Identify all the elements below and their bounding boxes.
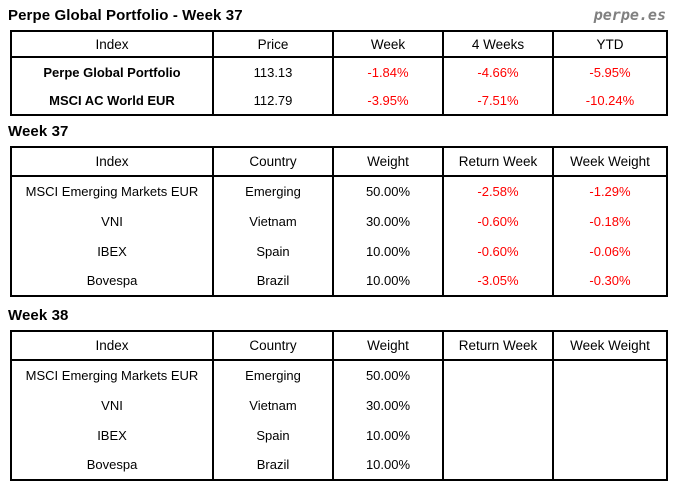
index-cell: MSCI Emerging Markets EUR <box>25 184 199 199</box>
summary-table: Index Price Week 4 Weeks YTD Perpe Globa… <box>10 30 668 116</box>
index-cell: Bovespa <box>86 457 138 472</box>
weight-cell: 10.00% <box>332 266 443 296</box>
return-week-cell <box>442 420 553 450</box>
col-header-country: Country <box>212 331 333 361</box>
week38-table: Index Country Weight Return Week Week We… <box>10 330 668 481</box>
return-week-cell: -3.05% <box>442 266 553 296</box>
4weeks-cell: -4.66% <box>442 57 553 86</box>
col-header-return-week: Return Week <box>442 331 553 361</box>
weight-cell: 10.00% <box>332 420 443 450</box>
week-weight-cell <box>552 390 667 420</box>
table-row: IBEX Spain 10.00% -0.60% -0.06% <box>11 236 667 266</box>
col-header-weight: Weight <box>332 147 443 177</box>
table-row: VNI Vietnam 30.00% -0.60% -0.18% <box>11 206 667 236</box>
country-cell: Spain <box>212 420 333 450</box>
table-row: Bovespa Brazil 10.00% <box>11 450 667 480</box>
table-row: Bovespa Brazil 10.00% -3.05% -0.30% <box>11 266 667 296</box>
col-header-index: Index <box>11 331 213 361</box>
week-weight-cell: -0.18% <box>552 206 667 236</box>
index-cell: Bovespa <box>86 273 138 288</box>
col-header-week-weight: Week Weight <box>552 331 667 361</box>
country-cell: Brazil <box>212 266 333 296</box>
price-cell: 112.79 <box>212 86 333 115</box>
index-cell: VNI <box>101 397 123 413</box>
col-header-4weeks: 4 Weeks <box>442 31 553 58</box>
ytd-cell: -10.24% <box>552 86 667 115</box>
site-logo: perpe.es <box>593 6 666 24</box>
week-cell: -1.84% <box>332 57 443 86</box>
col-header-ytd: YTD <box>552 31 667 58</box>
week38-header-row: Index Country Weight Return Week Week We… <box>11 331 667 361</box>
week-weight-cell: -0.06% <box>552 236 667 266</box>
country-cell: Emerging <box>212 360 333 390</box>
col-header-week-weight: Week Weight <box>552 147 667 177</box>
table-row: Perpe Global Portfolio 113.13 -1.84% -4.… <box>11 57 667 86</box>
col-header-week: Week <box>332 31 443 58</box>
week-cell: -3.95% <box>332 86 443 115</box>
week37-header-row: Index Country Weight Return Week Week We… <box>11 147 667 177</box>
return-week-cell <box>442 390 553 420</box>
return-week-cell: -0.60% <box>442 206 553 236</box>
ytd-cell: -5.95% <box>552 57 667 86</box>
page-title: Perpe Global Portfolio - Week 37 <box>8 7 243 24</box>
country-cell: Vietnam <box>212 206 333 236</box>
week-weight-cell: -1.29% <box>552 176 667 206</box>
week37-table: Index Country Weight Return Week Week We… <box>10 146 668 297</box>
table-row: IBEX Spain 10.00% <box>11 420 667 450</box>
country-cell: Brazil <box>212 450 333 480</box>
col-header-weight: Weight <box>332 331 443 361</box>
table-row: VNI Vietnam 30.00% <box>11 390 667 420</box>
index-cell: VNI <box>101 213 123 229</box>
index-cell: IBEX <box>97 427 127 443</box>
report-header: Perpe Global Portfolio - Week 37 perpe.e… <box>8 6 666 24</box>
index-cell: MSCI Emerging Markets EUR <box>25 368 199 383</box>
price-cell: 113.13 <box>212 57 333 86</box>
report-page: Perpe Global Portfolio - Week 37 perpe.e… <box>8 6 668 481</box>
week-weight-cell <box>552 450 667 480</box>
week-weight-cell: -0.30% <box>552 266 667 296</box>
week-weight-cell <box>552 420 667 450</box>
weight-cell: 50.00% <box>332 360 443 390</box>
weight-cell: 30.00% <box>332 206 443 236</box>
col-header-price: Price <box>212 31 333 58</box>
col-header-index: Index <box>11 31 213 58</box>
country-cell: Emerging <box>212 176 333 206</box>
col-header-return-week: Return Week <box>442 147 553 177</box>
4weeks-cell: -7.51% <box>442 86 553 115</box>
return-week-cell: -2.58% <box>442 176 553 206</box>
index-cell: MSCI AC World EUR <box>49 92 175 108</box>
table-row: MSCI Emerging Markets EUR Emerging 50.00… <box>11 176 667 206</box>
index-cell: IBEX <box>97 243 127 259</box>
index-cell: Perpe Global Portfolio <box>43 64 181 80</box>
table-row: MSCI AC World EUR 112.79 -3.95% -7.51% -… <box>11 86 667 115</box>
return-week-cell: -0.60% <box>442 236 553 266</box>
weight-cell: 10.00% <box>332 236 443 266</box>
weight-cell: 50.00% <box>332 176 443 206</box>
table-row: MSCI Emerging Markets EUR Emerging 50.00… <box>11 360 667 390</box>
section-title-week38: Week 38 <box>8 307 69 324</box>
country-cell: Vietnam <box>212 390 333 420</box>
week-weight-cell <box>552 360 667 390</box>
return-week-cell <box>442 450 553 480</box>
return-week-cell <box>442 360 553 390</box>
col-header-index: Index <box>11 147 213 177</box>
section-title-week37: Week 37 <box>8 123 69 140</box>
country-cell: Spain <box>212 236 333 266</box>
col-header-country: Country <box>212 147 333 177</box>
weight-cell: 10.00% <box>332 450 443 480</box>
summary-header-row: Index Price Week 4 Weeks YTD <box>11 31 667 58</box>
weight-cell: 30.00% <box>332 390 443 420</box>
